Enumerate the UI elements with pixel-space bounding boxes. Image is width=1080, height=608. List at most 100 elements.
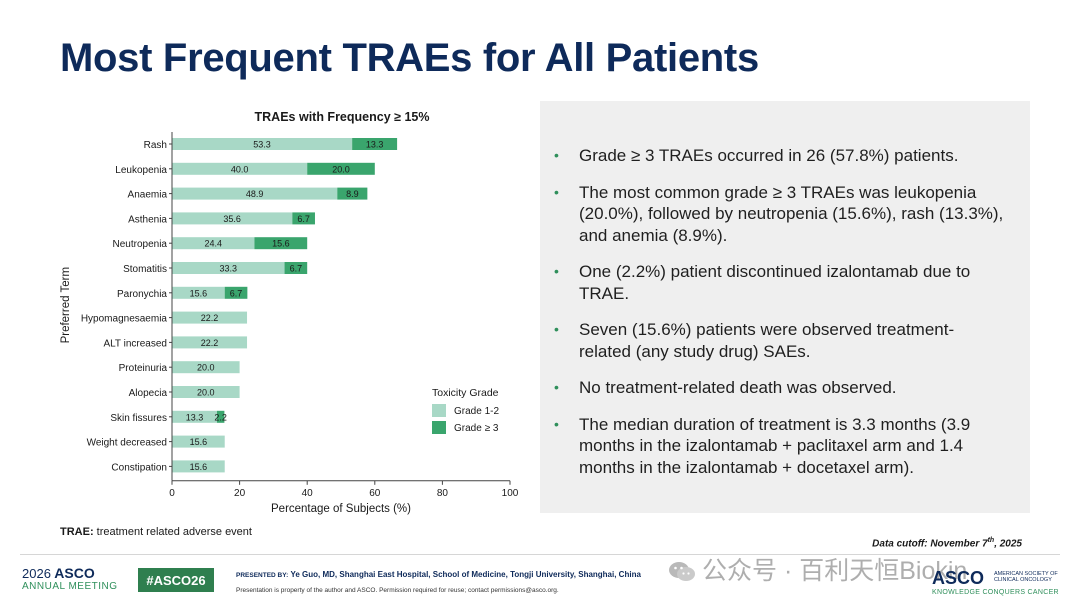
x-tick-label: 100 <box>502 488 519 499</box>
bullet-dot: • <box>554 183 559 200</box>
category-label: Asthenia <box>128 214 167 225</box>
finding-text: Seven (15.6%) patients were observed tre… <box>579 320 955 361</box>
legend-entry: Grade 1-2 <box>454 406 499 417</box>
bullet-dot: • <box>554 415 559 432</box>
bar-value-label: 6.7 <box>230 288 243 298</box>
finding-text: No treatment-related death was observed. <box>579 378 897 397</box>
finding-item: • Grade ≥ 3 TRAEs occurred in 26 (57.8%) … <box>554 145 1004 167</box>
category-label: Paronychia <box>117 289 167 300</box>
category-label: Skin fissures <box>110 413 167 424</box>
category-label: Rash <box>144 140 167 151</box>
watermark-text: 公众号 · 百利天恒Biokin <box>702 557 968 585</box>
bar-value-label: 40.0 <box>231 164 249 174</box>
cutoff-text: Data cutoff: November 7 <box>872 538 988 550</box>
category-label: ALT increased <box>103 338 167 349</box>
bar-segment <box>172 138 353 150</box>
footnote-term: TRAE: <box>60 526 94 538</box>
category-label: Proteinuria <box>119 363 168 374</box>
bar-segment <box>292 212 315 225</box>
bar-segment <box>172 162 308 175</box>
y-axis-label: Preferred Term <box>60 267 72 343</box>
bar-segment <box>172 286 225 299</box>
bar-segment <box>352 138 398 150</box>
x-tick-label: 80 <box>437 488 449 499</box>
footer-divider <box>20 554 1060 555</box>
asco-name: ASCO <box>54 565 95 581</box>
finding-item: • The most common grade ≥ 3 TRAEs was leu… <box>554 182 1004 247</box>
category-label: Weight decreased <box>87 438 167 449</box>
data-cutoff-note: Data cutoff: November 7th, 2025 <box>872 537 1022 549</box>
legend-swatch <box>432 421 446 434</box>
finding-text: Grade ≥ 3 TRAEs occurred in 26 (57.8%) p… <box>579 146 959 165</box>
bar-value-label: 22.2 <box>201 313 219 323</box>
asco-right-logo: ASCO <box>932 568 985 588</box>
bar-value-label: 2.2 <box>214 412 227 422</box>
key-findings-list: • Grade ≥ 3 TRAEs occurred in 26 (57.8%) … <box>554 145 1004 478</box>
wechat-watermark: 公众号 · 百利天恒Biokin <box>668 551 967 587</box>
bar-value-label: 35.6 <box>223 214 241 224</box>
bar-value-label: 53.3 <box>253 140 271 150</box>
finding-text: The most common grade ≥ 3 TRAEs was leuk… <box>579 182 1004 245</box>
category-label: Constipation <box>111 462 167 473</box>
finding-text: The median duration of treatment is 3.3 … <box>579 414 971 477</box>
bar-value-label: 15.6 <box>272 239 290 249</box>
asco-right-society: AMERICAN SOCIETY OF CLINICAL ONCOLOGY <box>994 571 1058 583</box>
asco-annual-meeting-logo: 2026 ASCO ANNUAL MEETING <box>22 565 118 593</box>
legend-title: Toxicity Grade <box>432 387 499 399</box>
bar-segment <box>172 361 240 374</box>
bar-value-label: 6.7 <box>297 214 310 224</box>
bar-value-label: 48.9 <box>246 189 264 199</box>
abbreviation-footnote: TRAE: treatment related adverse event <box>60 526 252 538</box>
bar-value-label: 33.3 <box>220 264 238 274</box>
bar-value-label: 20.0 <box>197 388 215 398</box>
bar-segment <box>172 460 225 473</box>
bullet-dot: • <box>554 379 559 395</box>
presenter-name: Ye Guo, MD, Shanghai East Hospital, Scho… <box>290 570 641 579</box>
footnote-definition: treatment related adverse event <box>93 526 252 538</box>
category-label: Alopecia <box>129 388 168 399</box>
cutoff-year: , 2025 <box>994 538 1022 550</box>
bar-segment <box>172 237 255 250</box>
category-label: Hypomagnesaemia <box>81 314 168 325</box>
asco-meeting: ANNUAL MEETING <box>22 581 118 592</box>
bar-segment <box>172 435 225 448</box>
bar-segment <box>172 386 240 398</box>
bar-value-label: 20.0 <box>332 164 350 174</box>
bar-segment <box>284 262 308 274</box>
category-label: Stomatitis <box>123 264 167 275</box>
bar-value-label: 15.6 <box>190 288 208 298</box>
finding-item: • One (2.2%) patient discontinued izalont… <box>554 261 1004 304</box>
bar-value-label: 13.3 <box>366 140 384 150</box>
bar-value-label: 13.3 <box>186 412 204 422</box>
category-label: Anaemia <box>128 190 168 201</box>
asco-right-tagline: KNOWLEDGE CONQUERS CANCER <box>932 589 1059 596</box>
category-label: Leukopenia <box>115 165 167 176</box>
presenter-line: PRESENTED BY: Ye Guo, MD, Shanghai East … <box>236 570 641 579</box>
wechat-icon <box>669 562 695 582</box>
finding-text: One (2.2%) patient discontinued izalonta… <box>579 262 971 303</box>
category-label: Neutropenia <box>113 239 168 250</box>
bullet-dot: • <box>554 321 559 337</box>
bar-segment <box>172 410 217 423</box>
finding-item: • The median duration of treatment is 3.3… <box>554 414 1004 479</box>
trae-chart: TRAEs with Frequency ≥ 15% Rash 53.3 13.3 Le… <box>52 100 532 520</box>
key-findings-panel: • Grade ≥ 3 TRAEs occurred in 26 (57.8%) … <box>540 101 1030 513</box>
x-tick-label: 60 <box>369 488 381 499</box>
x-axis-label: Percentage of Subjects (%) <box>271 503 411 515</box>
bullet-dot: • <box>554 263 559 279</box>
bar-value-label: 6.7 <box>290 264 303 274</box>
bar-segment <box>254 237 308 250</box>
slide-title: Most Frequent TRAEs for All Patients <box>60 36 759 80</box>
legend-entry: Grade ≥ 3 <box>454 423 499 434</box>
bar-value-label: 15.6 <box>190 437 208 447</box>
legend-swatch <box>432 404 446 417</box>
bar-segment <box>172 212 293 225</box>
bar-segment <box>172 262 285 274</box>
bar-segment <box>224 286 248 299</box>
bar-value-label: 15.6 <box>190 462 208 472</box>
presented-by-label: PRESENTED BY: <box>236 572 289 579</box>
bar-value-label: 8.9 <box>346 189 359 199</box>
bar-value-label: 22.2 <box>201 338 219 348</box>
bar-segment <box>337 187 368 200</box>
property-note: Presentation is property of the author a… <box>236 587 559 594</box>
